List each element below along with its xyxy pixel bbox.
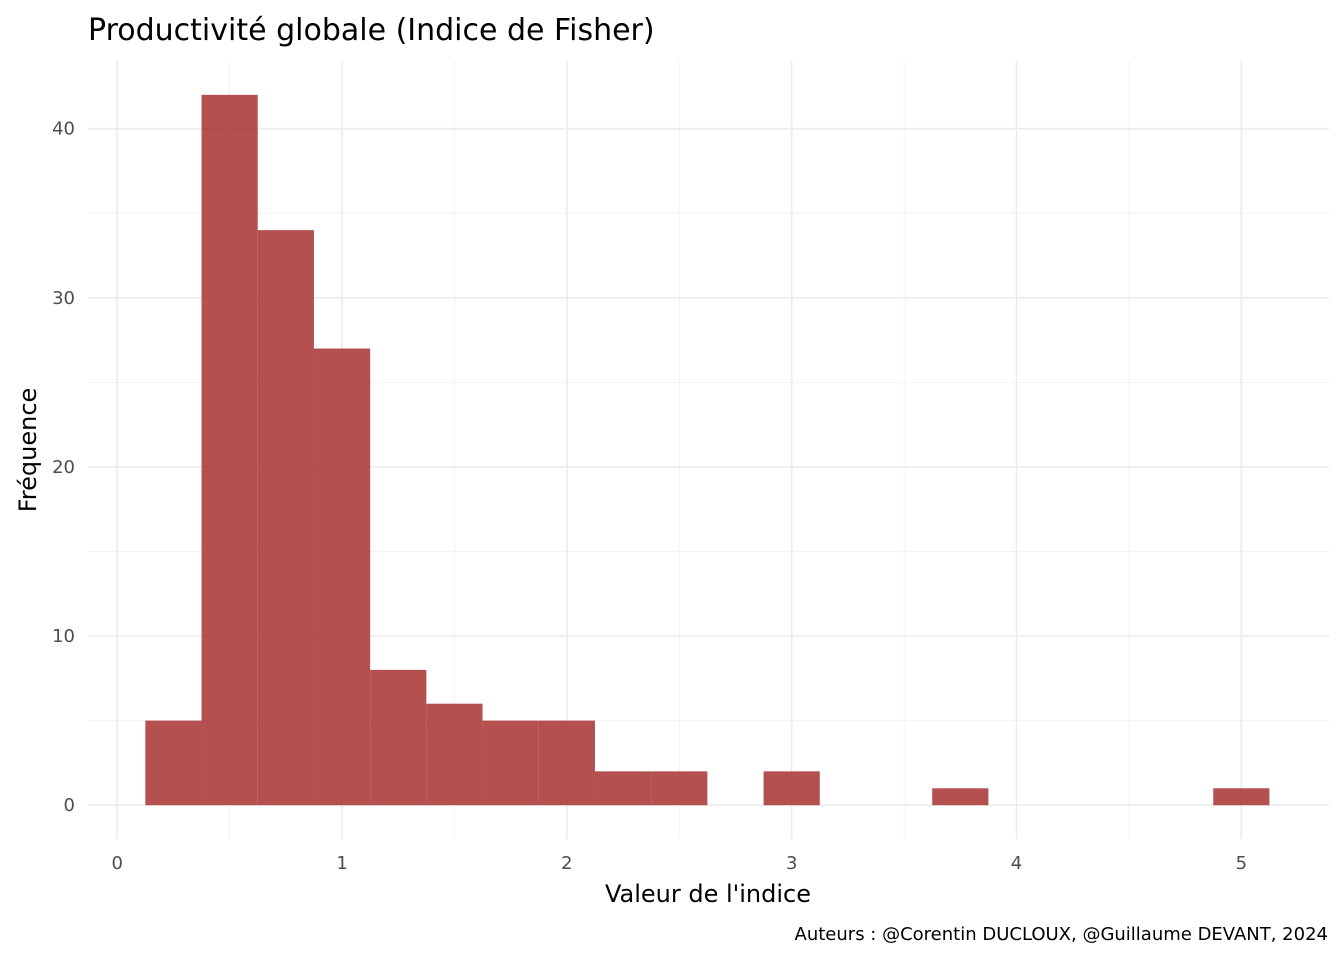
histogram-bar [370, 669, 427, 806]
x-tick-label: 3 [786, 853, 797, 874]
x-axis-title: Valeur de l'indice [605, 880, 811, 908]
histogram-bars [145, 94, 1270, 806]
x-tick-label: 1 [336, 853, 347, 874]
x-axis-ticks: 0 1 2 3 4 5 [111, 853, 1247, 874]
histogram-bar [932, 788, 989, 806]
histogram-bar [145, 720, 202, 806]
x-tick-label: 4 [1011, 853, 1022, 874]
histogram-bar [651, 771, 708, 806]
x-tick-label: 5 [1236, 853, 1247, 874]
y-tick-label: 10 [52, 626, 75, 647]
histogram-bar [538, 720, 595, 806]
histogram-bar [313, 348, 371, 806]
histogram-bar [594, 771, 652, 806]
histogram-bar [426, 703, 483, 806]
histogram-bar [257, 230, 314, 806]
y-tick-label: 0 [64, 795, 75, 816]
y-tick-label: 40 [52, 119, 75, 140]
y-axis-ticks: 0 10 20 30 40 [52, 119, 75, 817]
x-tick-label: 0 [111, 853, 122, 874]
y-axis-title: Fréquence [14, 388, 42, 513]
chart-title: Productivité globale (Indice de Fisher) [88, 13, 655, 48]
histogram-bar [201, 94, 258, 806]
x-tick-label: 2 [561, 853, 572, 874]
histogram-bar [482, 720, 539, 806]
chart-caption: Auteurs : @Corentin DUCLOUX, @Guillaume … [795, 924, 1328, 945]
histogram-bar [1213, 788, 1270, 806]
y-tick-label: 30 [52, 288, 75, 309]
histogram-bar [763, 771, 820, 806]
y-tick-label: 20 [52, 457, 75, 478]
